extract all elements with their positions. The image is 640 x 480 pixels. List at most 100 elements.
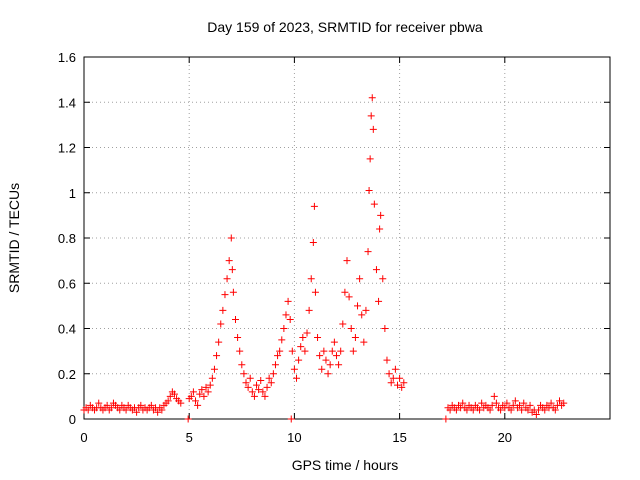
data-point (534, 406, 542, 414)
y-tick-label: 0 (69, 412, 76, 427)
data-point (107, 404, 115, 412)
y-tick-label: 1.4 (58, 95, 76, 110)
data-point (250, 392, 258, 400)
data-point (532, 410, 540, 418)
data-point (328, 347, 336, 355)
data-point (560, 399, 568, 407)
data-point (221, 291, 229, 299)
data-point (122, 406, 130, 414)
data-point (158, 406, 166, 414)
data-point (210, 365, 218, 373)
data-point (196, 390, 204, 398)
data-point (307, 275, 315, 283)
data-point (526, 401, 534, 409)
data-point (488, 401, 496, 409)
data-point (198, 386, 206, 394)
data-point (393, 381, 401, 389)
data-point (391, 365, 399, 373)
data-point (372, 266, 380, 274)
data-point (154, 408, 162, 416)
data-point (217, 320, 225, 328)
data-point (318, 365, 326, 373)
data-point (524, 406, 532, 414)
data-point (261, 392, 269, 400)
data-point (288, 347, 296, 355)
data-point (236, 347, 244, 355)
data-point (269, 370, 277, 378)
data-point (339, 320, 347, 328)
data-point (208, 374, 216, 382)
data-point (446, 406, 454, 414)
data-point (284, 297, 292, 305)
data-point (383, 356, 391, 364)
data-point (362, 306, 370, 314)
data-point (116, 406, 124, 414)
data-point (301, 347, 309, 355)
data-point (385, 370, 393, 378)
data-point (225, 257, 233, 265)
y-tick-label: 0.8 (58, 231, 76, 246)
data-point (379, 275, 387, 283)
data-point (177, 399, 185, 407)
data-point (246, 374, 254, 382)
data-point (376, 225, 384, 233)
data-point (364, 248, 372, 256)
data-point (206, 381, 214, 389)
data-point (324, 370, 332, 378)
data-point (234, 334, 242, 342)
data-point (520, 399, 528, 407)
y-tick-label: 0.6 (58, 276, 76, 291)
data-point (228, 266, 236, 274)
data-point (486, 406, 494, 414)
data-point (345, 293, 353, 301)
data-point (509, 401, 517, 409)
data-point (442, 415, 450, 423)
data-point (347, 325, 355, 332)
data-points (80, 94, 568, 423)
grid-lines (84, 57, 610, 419)
data-point (231, 315, 239, 323)
data-point (257, 377, 265, 385)
data-point (242, 379, 250, 387)
x-tick-label: 20 (498, 430, 512, 445)
data-point (314, 334, 322, 342)
data-point (192, 397, 200, 405)
data-point (293, 374, 301, 382)
data-point (187, 392, 195, 400)
y-tick-label: 0.4 (58, 322, 76, 337)
data-point (518, 406, 526, 414)
data-point (541, 406, 549, 414)
x-tick-label: 10 (287, 430, 301, 445)
data-point (511, 397, 519, 405)
data-point (137, 401, 145, 409)
data-point (309, 239, 317, 247)
data-point (459, 399, 467, 407)
data-point (227, 234, 235, 242)
x-tick-label: 15 (392, 430, 406, 445)
data-point (297, 343, 305, 351)
data-point (170, 390, 178, 398)
y-tick-label: 1 (69, 186, 76, 201)
axis-ticks: 0 0.2 0.4 0.6 0.8 1 1.2 1.4 1.6 0 5 10 15 20 (58, 50, 610, 445)
data-point (476, 406, 484, 414)
data-point (507, 406, 515, 414)
data-point (238, 361, 246, 369)
data-point (556, 397, 564, 405)
data-point (354, 302, 362, 310)
data-point (492, 399, 500, 407)
data-point (164, 397, 172, 405)
data-point (551, 406, 559, 414)
data-point (274, 352, 282, 360)
data-point (286, 315, 294, 323)
data-point (396, 374, 404, 382)
data-point (343, 257, 351, 265)
data-point (223, 275, 231, 283)
data-point (358, 311, 366, 319)
data-point (381, 325, 389, 332)
data-point (341, 288, 349, 296)
data-point (255, 386, 263, 394)
data-point (147, 401, 155, 409)
data-point (400, 379, 408, 387)
data-point (516, 401, 524, 409)
